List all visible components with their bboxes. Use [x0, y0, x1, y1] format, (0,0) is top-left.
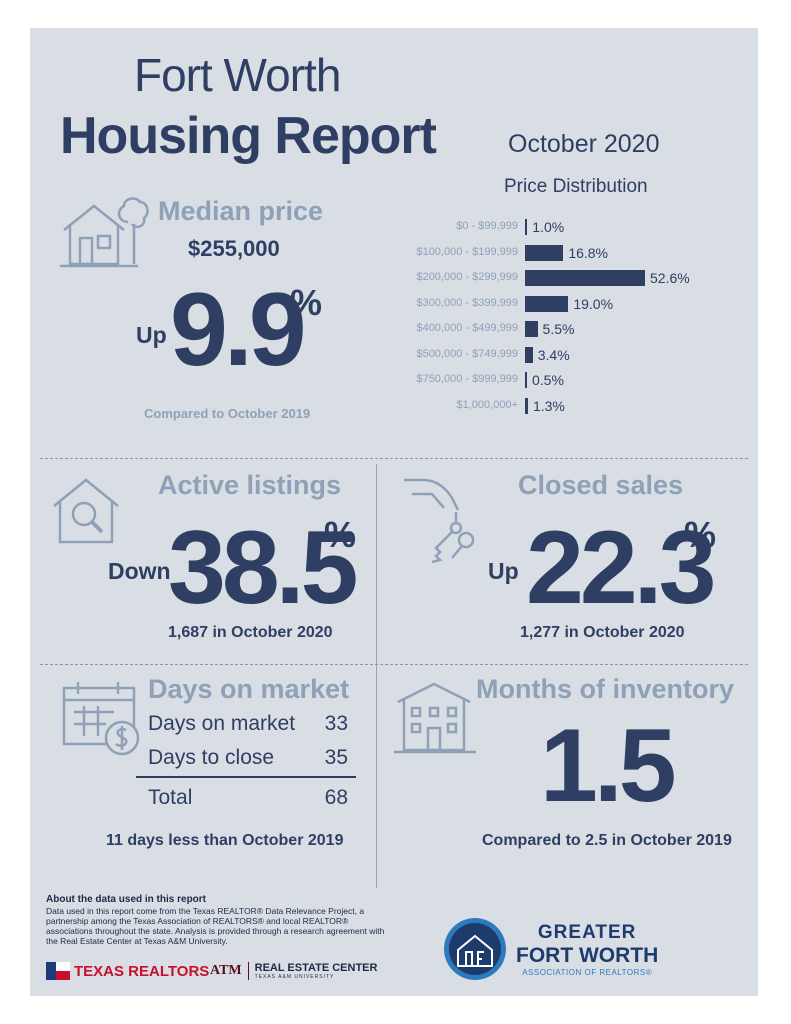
price-distribution-value: 19.0% [573, 295, 614, 312]
days-total-value: 68 [324, 786, 348, 809]
house-search-icon [53, 478, 119, 544]
gfwar-text-block: GREATER FORT WORTH ASSOCIATION OF REALTO… [516, 922, 658, 977]
price-range-label: $300,000 - $399,999 [416, 296, 518, 309]
logo-separator [247, 962, 249, 980]
closed-percent-sign: % [684, 514, 717, 555]
median-change: 9.9 [170, 272, 307, 388]
texas-realtors-mark-icon [46, 962, 70, 980]
price-distribution-row: $400,000 - $499,999 5.5% [390, 320, 750, 340]
texas-realtors-logo: TEXAS REALTORS [46, 962, 209, 980]
active-count: 1,687 in October 2020 [168, 624, 333, 641]
price-distribution-row: $200,000 - $299,999 52.6% [390, 269, 750, 289]
divider-horizontal-middle [40, 664, 748, 665]
days-total-label: Total [148, 786, 193, 809]
days-comparison: 11 days less than October 2019 [106, 832, 344, 849]
median-comparison: Compared to October 2019 [144, 406, 311, 421]
texas-realtors-text: TEXAS REALTORS [74, 962, 210, 980]
inventory-comparison: Compared to 2.5 in October 2019 [482, 832, 732, 849]
closed-direction: Up [488, 558, 519, 584]
price-range-label: $100,000 - $199,999 [416, 245, 518, 258]
active-change: 38.5 [168, 510, 358, 626]
divider-horizontal-top [40, 458, 748, 459]
price-distribution-bar [525, 372, 527, 388]
months-inventory-value: 1.5 [540, 708, 677, 824]
real-estate-center-text: REAL ESTATE CENTER [254, 962, 378, 974]
closed-change: 22.3 [526, 510, 716, 626]
price-distribution-row: $300,000 - $399,999 19.0% [390, 295, 750, 315]
gfwar-line3: ASSOCIATION OF REALTORS® [522, 967, 653, 977]
price-distribution-row: $750,000 - $999,999 0.5% [390, 371, 750, 391]
days-on-market-header: Days on market [148, 674, 350, 704]
price-distribution-value: 1.0% [532, 219, 565, 235]
price-distribution-value: 5.5% [542, 321, 575, 337]
price-distribution-value: 16.8% [568, 244, 609, 261]
gfwar-emblem-icon [444, 918, 506, 980]
price-range-label: $0 - $99,999 [456, 220, 518, 232]
atm-mark: ATM [210, 963, 242, 978]
median-price-header: Median price [158, 196, 324, 226]
days-on-market-label: Days on market [148, 712, 296, 735]
price-distribution-value: 1.3% [532, 397, 565, 414]
price-distribution-row: $1,000,000+ 1.3% [390, 397, 750, 417]
gfwar-line1: GREATER [537, 921, 637, 943]
closed-count: 1,277 in October 2020 [520, 624, 685, 641]
price-range-label: $500,000 - $749,999 [416, 347, 518, 360]
calendar-dollar-icon [62, 682, 140, 756]
price-distribution-value: 52.6% [650, 270, 690, 286]
apartment-building-icon [394, 682, 476, 754]
price-distribution-bar [525, 321, 538, 337]
texas-am-university-text: TEXAS A&M UNIVERSITY [254, 974, 335, 980]
days-to-close-value: 35 [324, 746, 348, 769]
active-percent-sign: % [324, 514, 357, 555]
real-estate-center-text-block: REAL ESTATE CENTER TEXAS A&M UNIVERSITY [255, 962, 378, 980]
median-percent-sign: % [290, 282, 323, 323]
report-month: October 2020 [508, 130, 660, 158]
price-range-label: $750,000 - $999,999 [416, 373, 518, 385]
price-range-label: $400,000 - $499,999 [416, 322, 518, 334]
price-range-label: $200,000 - $299,999 [416, 271, 518, 283]
price-distribution-bar [525, 397, 528, 414]
price-distribution-title: Price Distribution [504, 176, 648, 197]
days-total-rule [136, 776, 356, 778]
report-title-main: Housing Report [60, 107, 437, 165]
report-title-city: Fort Worth [134, 49, 341, 101]
price-distribution-value: 3.4% [537, 346, 570, 363]
report-panel: Fort Worth Housing Report October 2020 M… [30, 28, 758, 996]
days-to-close-label: Days to close [148, 746, 275, 769]
price-distribution-bar [525, 219, 528, 235]
gfwar-logo: GREATER FORT WORTH ASSOCIATION OF REALTO… [442, 916, 658, 982]
price-distribution-row: $0 - $99,999 1.0% [390, 218, 750, 238]
price-distribution-bar [525, 244, 564, 261]
price-distribution-bar [525, 346, 533, 363]
closed-sales-header: Closed sales [518, 470, 684, 500]
price-distribution-row: $500,000 - $749,999 3.4% [390, 346, 750, 366]
days-to-close-row: Days to close 35 [148, 746, 348, 770]
days-on-market-row: Days on market 33 [148, 712, 348, 736]
gfwar-line2: FORT WORTH [516, 943, 659, 967]
price-distribution-bar [525, 295, 569, 312]
price-distribution-bar [525, 270, 645, 286]
price-distribution-row: $100,000 - $199,999 16.8% [390, 244, 750, 264]
house-tree-icon [60, 197, 149, 268]
about-text: Data used in this report come from the T… [46, 906, 385, 946]
divider-vertical [376, 464, 377, 888]
months-inventory-header: Months of inventory [476, 674, 734, 704]
about-heading: About the data used in this report [46, 894, 207, 905]
price-distribution-value: 0.5% [532, 372, 564, 388]
median-price-value: $255,000 [188, 236, 280, 261]
real-estate-center-logo: ATM REAL ESTATE CENTER TEXAS A&M UNIVERS… [210, 962, 377, 980]
days-on-market-value: 33 [324, 712, 348, 735]
hand-keys-icon [404, 478, 475, 564]
days-total-row: Total 68 [148, 786, 348, 810]
active-direction: Down [108, 558, 171, 584]
median-direction: Up [136, 322, 167, 348]
price-range-label: $1,000,000+ [456, 398, 518, 411]
active-listings-header: Active listings [158, 470, 342, 500]
